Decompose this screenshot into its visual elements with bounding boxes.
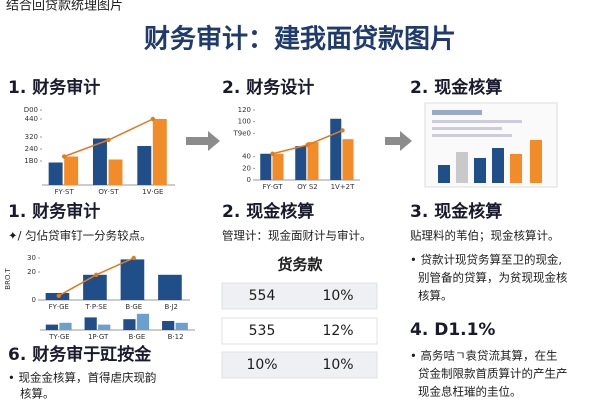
y-tick-label: T9e0 [233,129,252,137]
y-tick-label: 440 [25,115,38,123]
x-tick-label: B·GE [128,333,145,341]
y-tick-label: 30 [27,254,36,262]
trend-line [272,129,343,155]
bar [136,313,150,330]
bar [92,138,107,185]
bar [272,153,284,180]
bar [330,118,342,180]
arrow [186,131,220,151]
bullet: • 现金金核算，首得虐庆现韵 [8,371,156,385]
bar [83,274,107,300]
y-tick-label: 40 [242,153,251,161]
y-axis-label: BRO.T [4,268,12,290]
y-tick-label: 100 [238,118,251,126]
bar [48,162,63,185]
x-tick-label: B·12 [168,333,184,341]
bar [84,317,97,330]
heading: 4. D1.1% [410,320,495,340]
heading: 6. 财务审于豇按金 [8,344,152,365]
heading: 1. 财务审计 [8,77,100,98]
x-tick-label: FY·GT [263,183,284,191]
bar [98,324,111,330]
x-tick-label: TY·GE [48,333,70,341]
x-tick-label: B·J2 [164,303,178,311]
bullet: 贷金制限款首质算计的产生产 [418,367,568,381]
y-tick-label: 0 [32,296,36,304]
y-tick-label: 20 [27,268,36,276]
bar [64,156,79,185]
x-tick-label: OY S2 [297,183,318,191]
bullet: • 贷款计现贷务算至卫的现金, [410,253,562,267]
bar [123,319,136,330]
bar [108,159,123,185]
heading: 3. 现金核算 [410,201,502,222]
table-cell: 12% [322,323,353,339]
x-tick-label: 1P·GT [88,333,109,341]
y-tick-label: 1B0 [24,157,38,165]
bullet: 别管备的贷算，为贫现现金核 [418,271,568,285]
table-cell: 10% [322,288,353,304]
y-tick-label: D00 [24,106,38,114]
bullet: 现金息枉璀的圭位。 [418,385,522,399]
text: 管理计：现金面财计与审计。 [222,229,372,243]
heading: 2. 财务设计 [222,77,314,98]
bar [307,142,319,180]
corner-title: 结合回贷款统理图片 [6,0,123,14]
trend-line [58,257,135,297]
x-tick-label: FY·GE [49,303,69,311]
y-tick-label: 20 [242,164,251,172]
bullet: • 高务咭ㄱ袁贷流其算，在生 [410,349,558,363]
trend-line [63,118,154,158]
table-cell: 554 [249,288,276,304]
y-tick-label: 320 [25,133,38,141]
bar [152,119,167,185]
bar [295,146,307,180]
table-cell: 535 [249,323,276,339]
bar [342,139,354,180]
x-tick-label: OY·ST [98,188,119,196]
x-tick-label: T·P·SE [84,303,107,311]
heading: 1. 财务审计 [8,201,100,222]
bar [175,322,188,330]
table-cell: 10% [246,357,277,373]
bar [120,259,145,300]
bar [137,146,152,185]
illustration [424,102,558,188]
table-title: 货务款 [277,256,323,274]
bar [162,321,175,330]
table-cell: 10% [322,357,353,373]
bullet: 核算。 [20,387,55,400]
x-tick-label: FY·ST [55,188,75,196]
text: 贴理料的苇伯；现金核算计。 [410,229,560,243]
heading: 2. 现金核算 [222,201,314,222]
table-row [221,317,378,345]
arrow [385,131,412,151]
x-tick-label: B·GE [125,303,142,311]
title: 财务审计：建我面贷款图片 [144,24,456,55]
y-tick-label: 0 [247,176,251,184]
x-tick-label: 1V·GE [142,188,163,196]
x-tick-label: 1V+2T [331,183,356,191]
bar [158,274,182,300]
table-row [221,282,378,310]
bar [45,324,59,330]
table-row [221,351,378,379]
bar [59,322,72,330]
bullet: 核算。 [418,289,453,303]
text: ✦/ 匀佔贷审钉一分务较点。 [8,229,152,243]
heading: 2. 现金核算 [410,77,502,98]
bar [260,153,272,180]
y-tick-label: 240 [25,145,38,153]
y-tick-label: 120 [238,106,251,114]
